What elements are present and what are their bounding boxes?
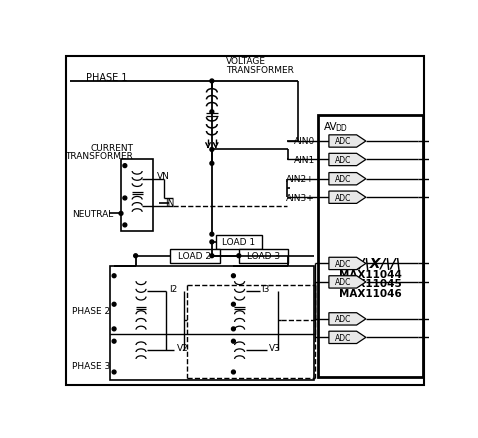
Text: /\/\/\X/\/\: /\/\/\X/\/\ xyxy=(339,257,402,271)
Text: V2: V2 xyxy=(176,343,188,352)
Text: AIN2+: AIN2+ xyxy=(286,175,315,184)
Text: I2: I2 xyxy=(169,284,177,293)
Polygon shape xyxy=(329,332,366,344)
Circle shape xyxy=(210,240,214,244)
Circle shape xyxy=(231,274,235,278)
Circle shape xyxy=(210,233,214,237)
Circle shape xyxy=(231,339,235,343)
Text: ADC: ADC xyxy=(335,314,351,324)
Text: ADC: ADC xyxy=(335,333,351,342)
Text: VN: VN xyxy=(157,172,170,181)
Circle shape xyxy=(210,162,214,166)
Bar xyxy=(239,249,288,263)
Circle shape xyxy=(210,148,214,152)
Circle shape xyxy=(237,254,241,258)
Text: AIN3+: AIN3+ xyxy=(286,193,315,202)
Text: NEUTRAL: NEUTRAL xyxy=(72,209,113,219)
Circle shape xyxy=(231,370,235,374)
Circle shape xyxy=(123,197,127,201)
Circle shape xyxy=(123,164,127,168)
Bar xyxy=(318,116,423,377)
Text: ADC: ADC xyxy=(335,259,351,268)
Circle shape xyxy=(210,80,214,84)
Text: I3: I3 xyxy=(261,284,270,293)
Text: ADC: ADC xyxy=(335,278,351,287)
Text: MAX11045: MAX11045 xyxy=(339,279,402,289)
Circle shape xyxy=(112,370,116,374)
Bar xyxy=(170,249,219,263)
Circle shape xyxy=(210,254,214,258)
Circle shape xyxy=(112,327,116,331)
Text: ADC: ADC xyxy=(335,137,351,146)
Text: AIN1: AIN1 xyxy=(294,155,315,165)
Circle shape xyxy=(119,212,123,216)
Polygon shape xyxy=(329,154,366,166)
Circle shape xyxy=(123,223,127,227)
Polygon shape xyxy=(329,191,366,204)
Text: LOAD 3: LOAD 3 xyxy=(247,252,280,261)
Text: MAX11044: MAX11044 xyxy=(339,270,402,279)
Circle shape xyxy=(112,303,116,307)
Text: MAX11046: MAX11046 xyxy=(339,288,402,298)
Polygon shape xyxy=(329,258,366,270)
Circle shape xyxy=(231,303,235,307)
Text: TRANSFORMER: TRANSFORMER xyxy=(226,66,293,75)
Bar xyxy=(216,235,262,249)
Text: DD: DD xyxy=(335,124,347,132)
Polygon shape xyxy=(329,313,366,325)
Text: AIN0: AIN0 xyxy=(294,137,315,146)
Text: VOLTAGE: VOLTAGE xyxy=(226,57,266,66)
Circle shape xyxy=(134,254,138,258)
Circle shape xyxy=(231,327,235,331)
Circle shape xyxy=(112,274,116,278)
Text: LOAD 2: LOAD 2 xyxy=(178,252,211,261)
Text: AV: AV xyxy=(324,121,338,131)
Text: PHASE 3: PHASE 3 xyxy=(72,361,110,371)
Polygon shape xyxy=(329,276,366,288)
Polygon shape xyxy=(329,173,366,185)
Text: ADC: ADC xyxy=(335,193,351,202)
Text: LOAD 1: LOAD 1 xyxy=(222,238,255,247)
Polygon shape xyxy=(329,135,366,148)
Text: PHASE 1: PHASE 1 xyxy=(86,73,127,83)
Circle shape xyxy=(210,110,214,114)
Text: ADC: ADC xyxy=(335,175,351,184)
Text: IN: IN xyxy=(165,199,174,208)
Text: TRANSFORMER: TRANSFORMER xyxy=(65,152,133,161)
Text: PHASE 2: PHASE 2 xyxy=(72,306,110,315)
Text: CURRENT: CURRENT xyxy=(90,144,133,153)
Text: V3: V3 xyxy=(269,343,281,352)
Text: ADC: ADC xyxy=(335,155,351,165)
Circle shape xyxy=(112,339,116,343)
Bar xyxy=(110,266,314,380)
Bar xyxy=(121,160,153,232)
